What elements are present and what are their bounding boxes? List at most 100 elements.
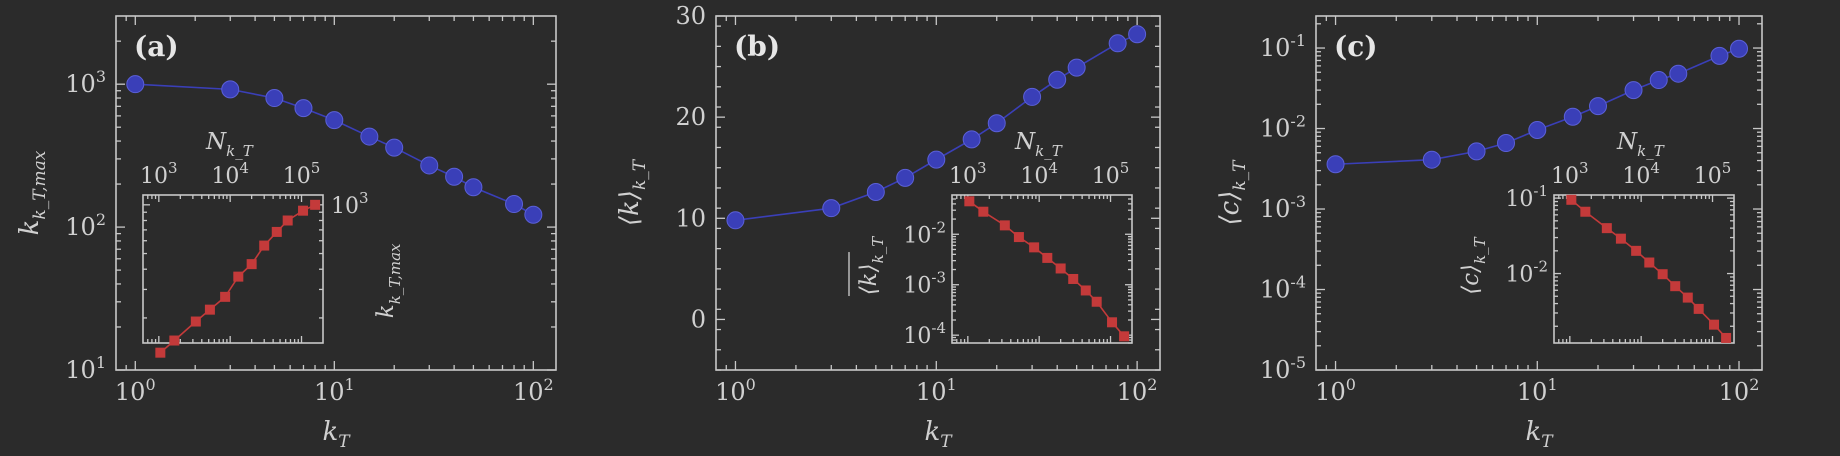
inset: 103 104 105 10-2 10-1 Nk_T ⟨c⟩k_T (1458, 129, 1735, 344)
inset-data-point (1080, 285, 1091, 296)
inset-x-tick-label: 104 (1622, 159, 1660, 189)
inset-data-point (999, 220, 1010, 231)
inset-x-tick-label: 105 (1694, 159, 1732, 189)
inset-data-point (1601, 223, 1612, 234)
main-data-point (445, 167, 464, 186)
inset-data-point (246, 259, 257, 270)
main-data-point (1563, 107, 1582, 126)
panel-3: 100 101 102 10-5 10-4 10-3 10-2 10-1 kT ⟨c⟩k_T (c)… (1215, 15, 1763, 452)
main-data-point (360, 127, 379, 146)
inset-x-tick-label: 103 (1551, 159, 1589, 189)
inset-y-tick-label: 10-4 (903, 319, 946, 349)
inset-data-point (1615, 233, 1626, 244)
main-data-point (420, 156, 439, 175)
main-data-point (1128, 25, 1147, 44)
main-data-point (1108, 34, 1127, 53)
main-data-point (1649, 71, 1668, 90)
main-data-point (1528, 120, 1547, 139)
inset-data-point (259, 240, 270, 251)
inset-x-tick-label: 104 (1020, 159, 1058, 189)
inset-data-point (204, 304, 215, 315)
y-tick-label: 102 (65, 210, 106, 241)
inset-x-tick-label: 103 (949, 159, 987, 189)
inset-data-point (1644, 257, 1655, 268)
main-data-point (1589, 97, 1608, 116)
inset-data-point (964, 196, 975, 207)
inset-data-point (1042, 252, 1053, 263)
main-data-point (1048, 70, 1067, 89)
y-tick-label: 10-3 (1260, 192, 1306, 223)
inset-data-point (1107, 317, 1118, 328)
main-data-point (1422, 150, 1441, 169)
main-data-point (962, 130, 981, 149)
main-data-point (866, 182, 885, 201)
inset-x-tick-label: 103 (140, 159, 178, 189)
main-data-point (896, 168, 915, 187)
y-axis-label: ⟨c⟩k_T (1215, 159, 1250, 226)
main-data-point (1023, 87, 1042, 106)
inset-data-point (1566, 194, 1577, 205)
main-data-point (1326, 155, 1345, 174)
y-tick-label: 10-5 (1260, 353, 1306, 384)
inset-data-point (1670, 281, 1681, 292)
x-tick-label: 100 (115, 375, 156, 406)
x-tick-label: 101 (1517, 375, 1558, 406)
inset-x-axis-label: Nk_T (1616, 129, 1665, 160)
y-tick-label: 10 (675, 204, 706, 232)
inset-data-point (1580, 206, 1591, 217)
main-data-point (987, 114, 1006, 133)
main-data-point (524, 205, 543, 224)
inset: 103 104 105 103 Nk_T kk_T,max (140, 129, 404, 358)
inset-background (952, 195, 1132, 343)
inset-data-point (310, 199, 321, 210)
inset-frame (1553, 194, 1735, 344)
main-data-point (464, 178, 483, 197)
y-tick-label: 10-4 (1260, 273, 1306, 304)
main-data-point (927, 150, 946, 169)
inset-y-tick-label: 10-2 (903, 218, 946, 248)
main-data-point (1067, 58, 1086, 77)
main-data-point (265, 89, 284, 108)
inset-data-point (1709, 319, 1720, 330)
y-tick-label: 20 (675, 103, 706, 131)
main-data-point (325, 111, 344, 130)
panel-label: (c) (1334, 30, 1378, 63)
inset-background (1554, 195, 1734, 343)
inset-data-point (155, 347, 166, 358)
inset-data-point (1657, 269, 1668, 280)
inset: 103 104 105 10-4 10-3 10-2 Nk_T ⟨k⟩k_T (848, 129, 1133, 349)
main-data-point (1497, 134, 1516, 153)
plot-frame (1315, 15, 1763, 371)
inset-data-point (271, 226, 282, 237)
inset-y-tick-label: 10-2 (1505, 258, 1548, 288)
inset-y-tick-label: 10-3 (903, 269, 946, 299)
x-tick-label: 100 (1315, 375, 1356, 406)
y-tick-label: 0 (691, 305, 706, 333)
inset-x-axis-label: Nk_T (1014, 129, 1063, 160)
main-data-point (1467, 142, 1486, 161)
panel-label: (a) (134, 30, 179, 63)
panel-1: 100 101 102 101 102 103 kT kk_T,max (a) 103 104 105… (15, 15, 557, 452)
inset-y-axis-label: kk_T,max (373, 243, 404, 318)
inset-data-point (1682, 292, 1693, 303)
y-tick-label: 103 (65, 67, 106, 98)
x-axis-label: kT (924, 417, 953, 452)
y-axis-label: ⟨k⟩k_T (615, 158, 650, 226)
main-data-point (1730, 39, 1749, 58)
inset-data-point (220, 291, 231, 302)
main-data-point (1624, 81, 1643, 100)
main-data-point (221, 80, 240, 99)
x-tick-label: 102 (513, 375, 554, 406)
x-tick-label: 101 (916, 375, 957, 406)
inset-data-point (1029, 242, 1040, 253)
y-tick-label: 10-2 (1260, 112, 1306, 143)
inset-data-point (1721, 332, 1732, 343)
inset-data-point (1068, 273, 1079, 284)
x-tick-label: 101 (314, 375, 355, 406)
inset-x-axis-label: Nk_T (205, 129, 254, 160)
panel-label: (b) (734, 30, 780, 63)
x-axis-label: kT (322, 417, 351, 452)
inset-data-point (1091, 296, 1102, 307)
inset-data-point (1693, 303, 1704, 314)
